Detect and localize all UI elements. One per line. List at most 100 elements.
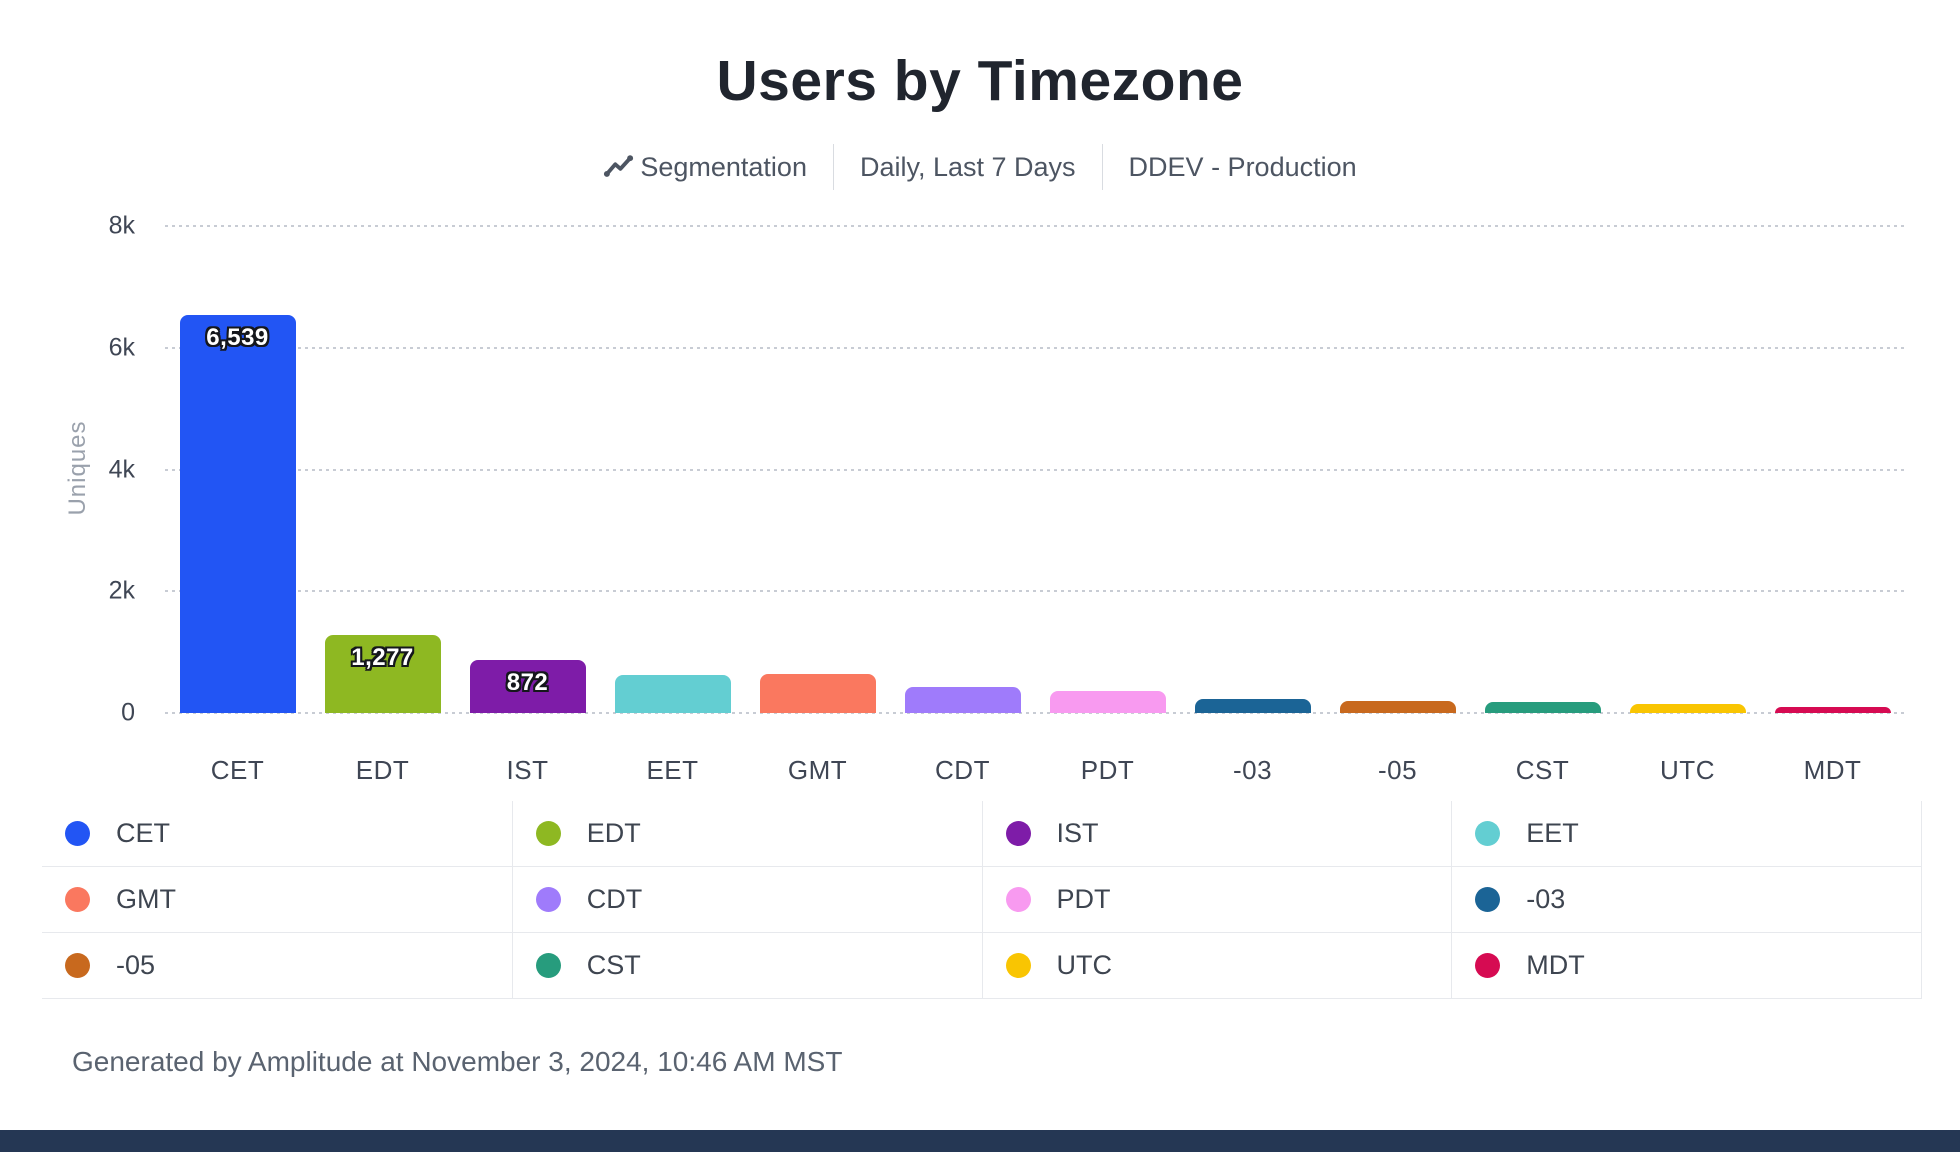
legend-label-edt: EDT — [586, 818, 641, 848]
gridline-8k — [165, 225, 1905, 227]
legend-color-dot-mdt — [1475, 953, 1501, 978]
x-tick-cet: CET — [210, 755, 265, 785]
y-axis-title: Uniques — [64, 420, 91, 516]
legend-color-dot-05 — [65, 953, 90, 978]
bar-utc[interactable] — [1629, 704, 1746, 713]
bar-slot-cdt — [890, 226, 1035, 713]
legend-color-dot-cdt — [535, 887, 561, 912]
legend-color-dot-utc — [1005, 953, 1031, 978]
x-tick-edt: EDT — [355, 755, 410, 785]
meta-divider — [832, 144, 834, 190]
x-tick-pdt: PDT — [1080, 755, 1135, 785]
y-tick-0: 0 — [121, 698, 135, 727]
y-tick-2k: 2k — [108, 576, 135, 605]
legend-item-cet[interactable]: CET — [42, 801, 512, 867]
legend-item-gmt[interactable]: GMT — [42, 867, 512, 933]
legend-label-utc: UTC — [1056, 950, 1113, 980]
legend-label-05: -05 — [116, 950, 156, 980]
legend-item-cst[interactable]: CST — [511, 933, 982, 999]
legend-label-cdt: CDT — [586, 884, 643, 914]
bar-slot-ist: 872 — [455, 226, 600, 713]
bar-pdt[interactable] — [1049, 691, 1166, 713]
legend-item-pdt[interactable]: PDT — [981, 867, 1452, 933]
bar-slot-pdt — [1035, 226, 1180, 713]
legend-color-dot-ist — [1005, 821, 1031, 846]
bar-slot-eet — [600, 226, 745, 713]
x-tick-03: -03 — [1232, 755, 1273, 785]
bar-mdt[interactable] — [1774, 706, 1891, 713]
legend-item-eet[interactable]: EET — [1451, 801, 1921, 867]
bar-05[interactable] — [1339, 701, 1456, 713]
bottom-brand-bar — [0, 1130, 1960, 1152]
legend-color-dot-cet — [65, 821, 90, 846]
legend-item-utc[interactable]: UTC — [981, 933, 1452, 999]
bar-slot-cst — [1470, 226, 1615, 713]
legend-item-edt[interactable]: EDT — [511, 801, 982, 867]
legend-item-cdt[interactable]: CDT — [511, 867, 982, 933]
legend-label-eet: EET — [1526, 818, 1579, 848]
x-tick-cst: CST — [1515, 755, 1570, 785]
legend-label-cst: CST — [586, 950, 641, 980]
x-tick-ist: IST — [506, 755, 549, 785]
gridline-2k — [165, 590, 1905, 593]
legend-label-cet: CET — [116, 818, 170, 848]
chart-type-item: Segmentation — [603, 152, 807, 183]
x-tick-05: -05 — [1377, 755, 1418, 785]
legend-item-05[interactable]: -05 — [42, 933, 512, 999]
x-tick-utc: UTC — [1660, 755, 1715, 785]
bar-slot-utc — [1615, 226, 1760, 713]
legend-label-mdt: MDT — [1526, 950, 1585, 980]
date-range-label: Daily, Last 7 Days — [859, 151, 1076, 182]
x-tick-eet: EET — [646, 755, 699, 785]
page-title: Users by Timezone — [716, 49, 1244, 113]
bar-ist[interactable]: 872 — [469, 659, 586, 713]
x-tick-gmt: GMT — [787, 755, 848, 785]
bar-slot-gmt — [745, 226, 890, 713]
legend-color-dot-edt — [535, 821, 561, 846]
y-tick-8k: 8k — [108, 211, 135, 240]
chart-meta-bar: Segmentation Daily, Last 7 Days DDEV - P… — [0, 144, 1960, 190]
bars-container: 6,539 1,277 872 — [165, 226, 1905, 713]
legend-color-dot-eet — [1475, 821, 1501, 846]
bar-edt[interactable]: 1,277 — [324, 635, 441, 713]
bar-slot-05 — [1325, 226, 1470, 713]
legend-color-dot-gmt — [65, 887, 90, 912]
bar-value-label-edt: 1,277 — [351, 644, 414, 672]
project-name-label: DDEV - Production — [1128, 151, 1357, 182]
bar-eet[interactable] — [614, 675, 731, 713]
bar-slot-03 — [1180, 226, 1325, 713]
bar-value-label-cet: 6,539 — [206, 323, 269, 351]
bar-slot-cet: 6,539 — [165, 226, 310, 713]
y-axis-tick-labels: 0 2k 4k 6k 8k — [55, 212, 135, 727]
legend-color-dot-cst — [535, 953, 561, 978]
gridline-0 — [165, 712, 1905, 714]
legend-color-dot-pdt — [1005, 887, 1031, 912]
bar-chart-plot-area: 6,539 1,277 872 — [165, 225, 1905, 714]
y-tick-6k: 6k — [108, 333, 135, 362]
bar-cdt[interactable] — [904, 687, 1021, 713]
y-tick-4k: 4k — [108, 455, 135, 483]
gridline-6k — [165, 346, 1905, 349]
legend-label-gmt: GMT — [116, 884, 176, 914]
chart-type-label: Segmentation — [640, 151, 807, 182]
legend: CET EDT IST EET GMT CDT PDT -03 -05 CST UTC MDT — [42, 801, 1922, 999]
legend-label-03: -03 — [1526, 884, 1566, 914]
x-tick-mdt: MDT — [1803, 755, 1862, 785]
x-tick-cdt: CDT — [935, 755, 990, 785]
meta-divider — [1101, 144, 1103, 190]
bar-slot-edt: 1,277 — [310, 226, 455, 713]
legend-label-ist: IST — [1056, 818, 1099, 848]
x-axis-tick-labels: CET EDT IST EET GMT CDT PDT -03 -05 CST UTC MDT — [165, 755, 1905, 786]
bar-slot-mdt — [1760, 226, 1905, 713]
gridline-4k — [165, 468, 1905, 471]
legend-item-03[interactable]: -03 — [1451, 867, 1921, 933]
bar-gmt[interactable] — [759, 673, 876, 713]
bar-cet[interactable]: 6,539 — [179, 314, 296, 713]
legend-item-ist[interactable]: IST — [981, 801, 1452, 867]
legend-label-pdt: PDT — [1056, 884, 1111, 914]
legend-item-mdt[interactable]: MDT — [1451, 933, 1921, 999]
trend-line-icon — [603, 152, 634, 183]
bar-value-label-ist: 872 — [506, 668, 549, 696]
bar-03[interactable] — [1194, 699, 1311, 713]
bar-cst[interactable] — [1484, 701, 1601, 713]
